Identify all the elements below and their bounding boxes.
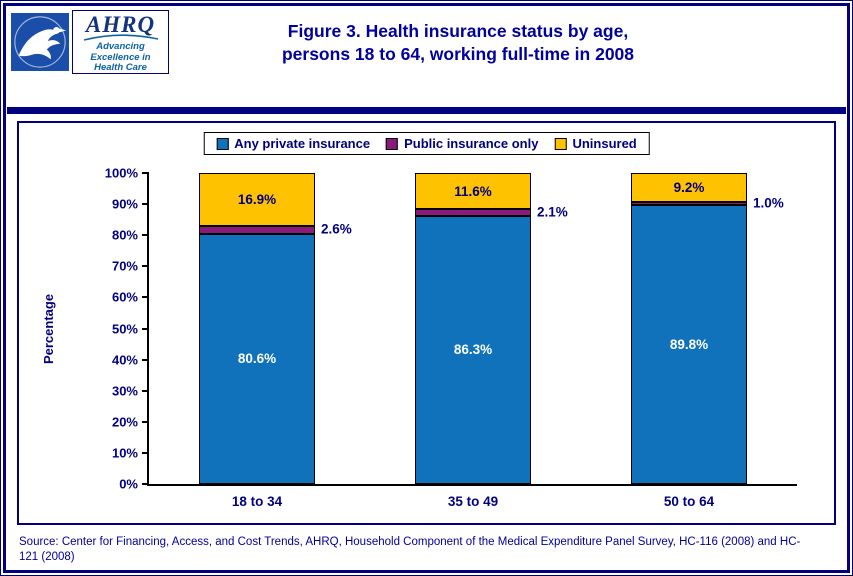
y-axis-title: Percentage [41, 293, 56, 365]
y-tick-label: 40% [111, 352, 138, 368]
legend-label: Any private insurance [234, 136, 371, 151]
y-tick-mark [142, 203, 149, 206]
legend-item: Public insurance only [386, 136, 538, 151]
bar-segment-any-private-insurance: 86.3% [415, 215, 531, 484]
data-label: 16.9% [237, 191, 277, 207]
bar-segment-public-insurance-only [415, 209, 531, 216]
source-note: Source: Center for Financing, Access, an… [19, 536, 801, 563]
y-tick-mark [142, 389, 149, 392]
y-tick-mark [142, 172, 149, 174]
bar-segment-public-insurance-only [198, 225, 315, 234]
ahrq-logo: AHRQ Advancing Excellence in Health Care [72, 10, 169, 74]
y-tick-label: 90% [111, 196, 138, 212]
data-label: 89.8% [669, 336, 709, 352]
x-category-label: 18 to 34 [231, 494, 283, 509]
y-tick-label: 0% [119, 476, 138, 492]
bar-segment-uninsured: 9.2% [631, 173, 747, 202]
figure-title-line2: persons 18 to 64, working full-time in 2… [281, 44, 635, 65]
legend-item: Any private insurance [216, 136, 370, 151]
y-tick-label: 20% [111, 414, 138, 430]
stacked-bar: 86.3% 11.6% [415, 173, 531, 484]
chart-legend: Any private insurance Public insurance on… [203, 132, 650, 155]
y-tick-mark [142, 327, 149, 330]
bar-segment-any-private-insurance: 80.6% [198, 233, 315, 484]
y-tick-mark [142, 234, 149, 237]
y-tick-mark [142, 420, 149, 423]
y-tick-label: 10% [111, 445, 138, 461]
data-label: 2.1% [537, 204, 568, 220]
y-tick-mark [142, 451, 149, 454]
stacked-bar: 80.6% 16.9% [198, 173, 315, 484]
bar-segment-any-private-insurance: 89.8% [631, 204, 747, 484]
data-label: 2.6% [321, 221, 352, 237]
legend-label: Uninsured [572, 136, 637, 151]
y-tick-label: 80% [111, 227, 138, 243]
ahrq-swoosh-icon [83, 34, 158, 41]
chart-panel: Any private insurance Public insurance on… [17, 121, 836, 525]
y-tick-label: 30% [111, 383, 138, 399]
y-tick-mark [142, 358, 149, 361]
data-label: 80.6% [237, 351, 277, 367]
data-label: 1.0% [753, 195, 784, 211]
legend-item: Uninsured [554, 136, 637, 151]
figure-title: Figure 3. Health insurance status by age… [169, 10, 842, 66]
y-tick-label: 60% [111, 289, 138, 305]
legend-swatch-icon [554, 137, 567, 150]
x-category-label: 50 to 64 [663, 494, 715, 509]
plot-area: 0% 10% 20% 30% 40% 50% 60% 70% 80% 90% 100% 2.6% 80.… [105, 166, 797, 509]
ahrq-tagline: Advancing Excellence in Health Care [90, 41, 151, 74]
logo-group: AHRQ Advancing Excellence in Health Care [11, 10, 169, 74]
data-label: 86.3% [453, 342, 493, 358]
y-tick-mark [142, 483, 149, 485]
hhs-eagle-icon [11, 13, 69, 71]
figure-title-line1: Figure 3. Health insurance status by age… [287, 21, 629, 41]
header-divider [7, 107, 846, 114]
y-tick-label: 70% [111, 258, 138, 274]
data-label: 11.6% [454, 183, 492, 199]
ahrq-acronym: AHRQ [85, 12, 156, 37]
hhs-logo [11, 10, 69, 74]
legend-swatch-icon [386, 137, 399, 150]
bar-segment-uninsured: 11.6% [415, 173, 531, 210]
x-category-label: 35 to 49 [447, 494, 499, 509]
y-tick-label: 100% [104, 165, 138, 181]
y-tick-mark [142, 265, 149, 268]
header: AHRQ Advancing Excellence in Health Care… [7, 8, 846, 107]
bar-segment-public-insurance-only [631, 201, 747, 205]
data-label: 9.2% [673, 179, 705, 195]
stacked-bar: 89.8% 9.2% [631, 173, 747, 484]
legend-label: Public insurance only [404, 136, 539, 151]
legend-swatch-icon [216, 137, 229, 150]
y-tick-mark [142, 296, 149, 299]
y-tick-label: 50% [111, 321, 138, 336]
bar-segment-uninsured: 16.9% [198, 173, 315, 226]
